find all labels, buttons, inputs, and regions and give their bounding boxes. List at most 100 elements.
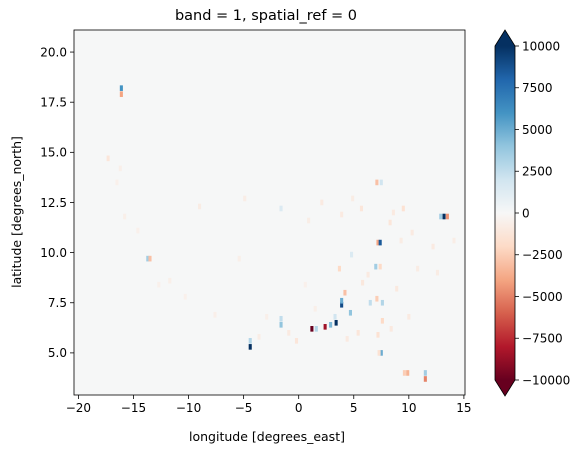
heatmap-cell [391, 209, 395, 216]
y-tick-label: 12.5 [40, 196, 67, 210]
heatmap-cell [340, 301, 344, 308]
heatmap-cell [314, 326, 318, 332]
colorbar-tick-label: −7500 [522, 332, 563, 346]
heatmap-cell [307, 217, 311, 224]
colorbar-tick-label: −2500 [522, 248, 563, 262]
heatmap-cell [374, 263, 378, 270]
heatmap-cell [375, 295, 379, 302]
heatmap-cells [106, 85, 456, 382]
heatmap-cell [334, 319, 338, 326]
heatmap-cell [395, 285, 399, 292]
heatmap-cell [439, 213, 443, 220]
heatmap-cell [313, 305, 317, 312]
heatmap-cell [376, 239, 380, 246]
heatmap-cell [343, 289, 347, 296]
x-tick-label: −10 [176, 401, 201, 415]
heatmap-cell [123, 213, 127, 220]
heatmap-cell [366, 271, 370, 278]
heatmap-cell [423, 376, 427, 382]
heatmap-cell [337, 265, 341, 272]
heatmap-cell [237, 255, 241, 262]
plot-frame [73, 29, 466, 396]
x-tick-label: −20 [66, 401, 91, 415]
heatmap-cell [279, 322, 283, 328]
heatmap-cell [119, 91, 123, 97]
heatmap-cell [146, 255, 150, 262]
x-tick-label: −15 [121, 401, 146, 415]
colorbar-extend-max [495, 30, 515, 46]
heatmap-cell [243, 195, 247, 202]
y-tick-label: 7.5 [48, 296, 67, 310]
x-tick-label: −5 [235, 401, 253, 415]
heatmap-cell [118, 165, 122, 172]
heatmap-cell [287, 330, 291, 336]
heatmap-cell [377, 350, 381, 356]
heatmap-cell [359, 205, 364, 212]
x-axis: −20 −15 −10 −5 0 5 10 15 [66, 395, 472, 415]
heatmap-cell [115, 179, 119, 186]
heatmap-cell [378, 239, 382, 246]
heatmap-cell [279, 315, 283, 322]
heatmap-cell [399, 237, 403, 244]
heatmap-cell [265, 313, 269, 320]
heatmap-cell [345, 336, 349, 342]
heatmap-cell [333, 313, 337, 320]
colorbar-tick-label: −5000 [522, 290, 563, 304]
x-axis-label: longitude [degrees_east] [189, 429, 345, 444]
plot-area [74, 30, 465, 395]
heatmap-cell [388, 219, 392, 226]
heatmap-cell [183, 293, 187, 300]
heatmap-cell [213, 311, 217, 318]
x-tick-label: 5 [350, 401, 358, 415]
heatmap-cell [410, 229, 414, 236]
heatmap-cell [407, 313, 411, 320]
heatmap-cell [310, 326, 314, 332]
heatmap-cell [445, 213, 449, 220]
heatmap-cell [379, 179, 383, 186]
heatmap-cell [389, 326, 393, 332]
heatmap-cell [452, 237, 456, 244]
heatmap-cell [136, 227, 140, 234]
colorbar-tick-label: −10000 [522, 373, 570, 387]
heatmap-cell [423, 370, 427, 376]
heatmap-cell [380, 299, 384, 306]
heatmap-cell [294, 338, 299, 344]
colorbar-tick-label: 2500 [522, 165, 553, 179]
heatmap-cell [356, 330, 360, 336]
heatmap-cell [368, 299, 372, 306]
heatmap-cell [320, 199, 324, 206]
colorbar-gradient [495, 46, 515, 380]
colorbar-tick-label: 7500 [522, 81, 553, 95]
heatmap-cell [106, 155, 110, 162]
x-tick-label: 0 [295, 401, 303, 415]
heatmap-cell [380, 317, 384, 324]
heatmap-cell [248, 338, 252, 344]
y-axis: 5.0 7.5 10.0 12.5 15.0 17.5 20.0 [40, 45, 74, 360]
heatmap-cell [257, 334, 261, 340]
x-tick-label: 15 [456, 401, 471, 415]
colorbar-tick-label: 0 [522, 206, 530, 220]
heatmap-cell [378, 263, 382, 270]
heatmap-cell [198, 203, 202, 210]
heatmap-cell [416, 265, 420, 272]
heatmap-cell [157, 281, 161, 288]
heatmap-cell [375, 179, 379, 186]
heatmap-cell [442, 213, 446, 220]
heatmap-cell [406, 370, 410, 376]
y-tick-label: 17.5 [40, 95, 67, 109]
colorbar-tick-label: 5000 [522, 123, 553, 137]
heatmap-cell [401, 205, 405, 212]
x-tick-label: 10 [401, 401, 416, 415]
heatmap-cell [248, 344, 252, 350]
y-tick-label: 10.0 [40, 246, 67, 260]
colorbar: −10000 −7500 −5000 −2500 0 2500 5000 7500 10000 [494, 29, 570, 397]
y-axis-label: latitude [degrees_north] [9, 136, 24, 288]
heatmap-cell [119, 85, 123, 91]
heatmap-cell [340, 211, 344, 218]
heatmap-cell [348, 309, 352, 316]
heatmap-cell [168, 277, 172, 284]
heatmap-cell [323, 324, 327, 330]
heatmap-cell [350, 251, 354, 258]
heatmap-cell [361, 279, 365, 286]
